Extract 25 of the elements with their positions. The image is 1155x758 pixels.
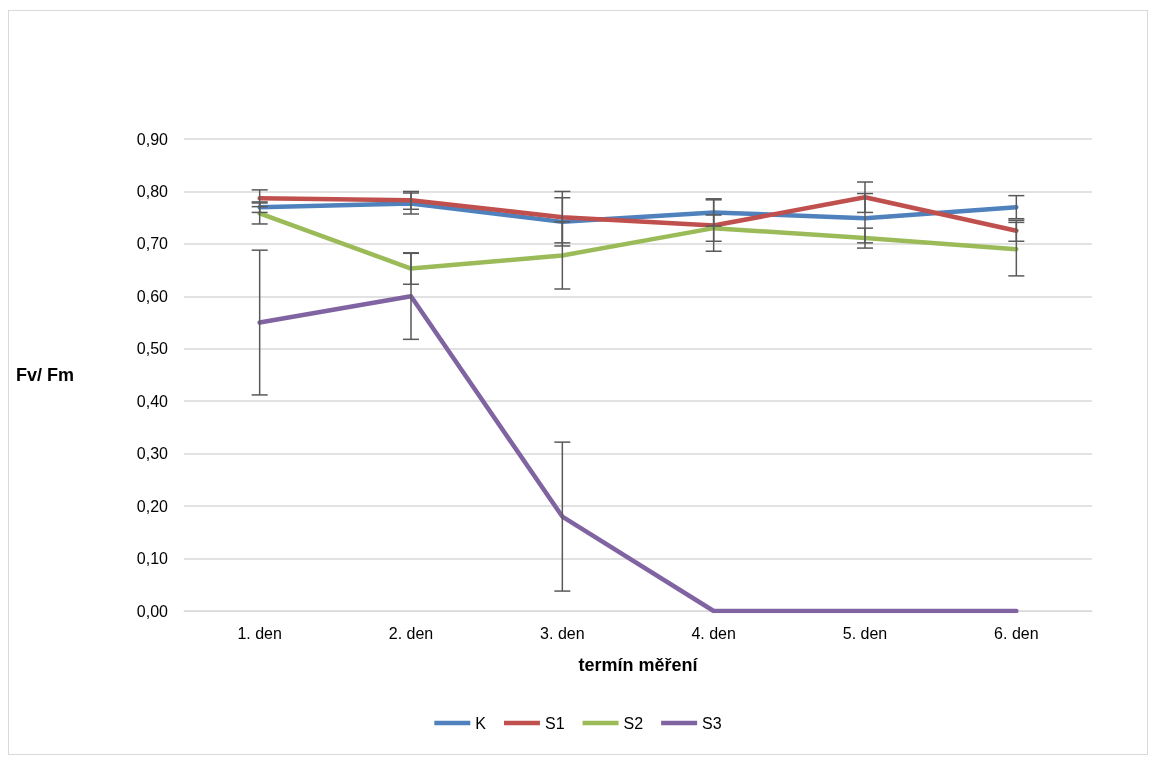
y-tick-label: 0,50 (136, 340, 169, 358)
x-tick-label: 5. den (842, 624, 888, 642)
y-tick-label: 0,00 (136, 602, 169, 620)
y-tick-label: 0,60 (136, 287, 169, 305)
y-axis-title: Fv/ Fm (15, 365, 74, 385)
line-series (257, 211, 1019, 271)
y-tick-label: 0,90 (136, 130, 169, 148)
y-tick-label: 0,70 (136, 235, 169, 253)
legend-label: S3 (702, 714, 722, 732)
legend-label: S1 (544, 714, 565, 732)
y-tick-label: 0,40 (136, 392, 169, 410)
line-series (257, 194, 1019, 234)
x-tick-label: 6. den (994, 624, 1039, 642)
y-tick-label: 0,20 (136, 497, 169, 515)
x-tick-label: 2. den (388, 624, 434, 642)
y-tick-label: 0,30 (136, 445, 169, 463)
line-series (257, 294, 1019, 614)
y-tick-label: 0,80 (136, 182, 169, 200)
y-tick-label: 0,10 (136, 550, 169, 568)
x-tick-label: 1. den (237, 624, 282, 642)
x-tick-label: 4. den (691, 624, 736, 642)
x-tick-label: 3. den (540, 624, 585, 642)
x-axis-title: termín měření (578, 655, 699, 675)
legend-label: S2 (623, 714, 644, 732)
legend-label: K (475, 714, 487, 732)
